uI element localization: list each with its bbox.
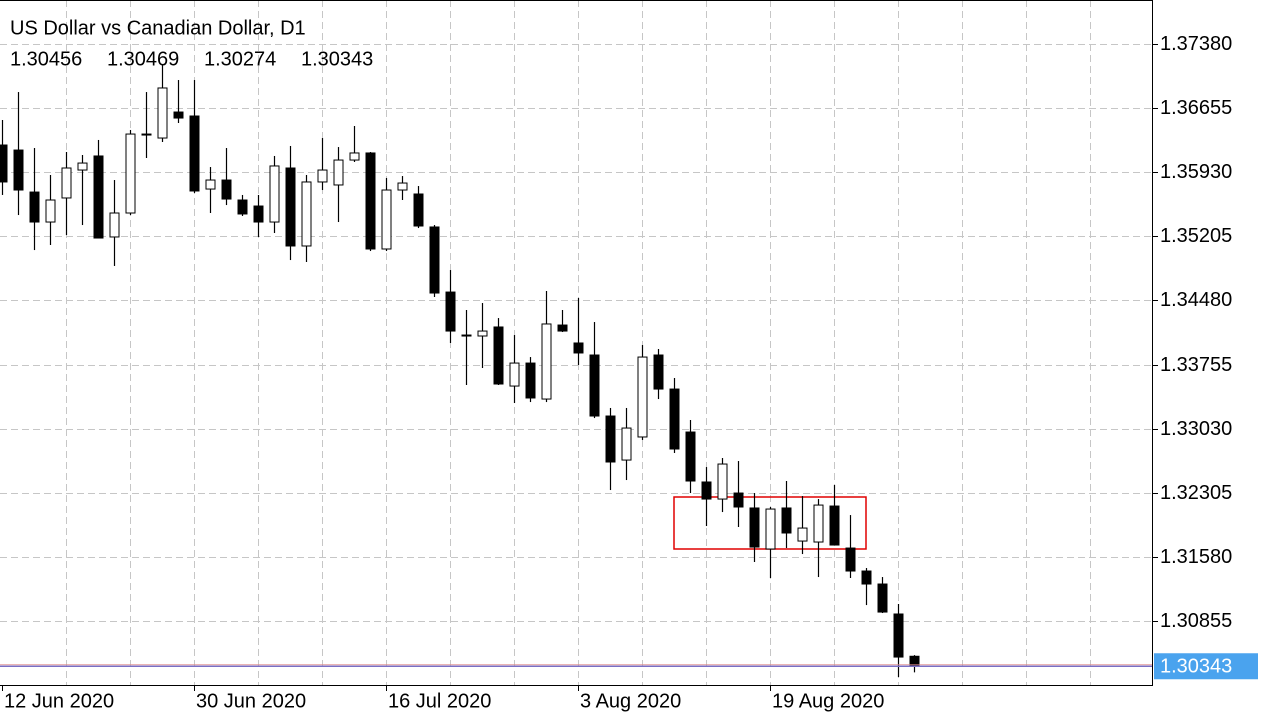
x-tick-label: 3 Aug 2020 — [580, 690, 681, 712]
candle-body — [557, 324, 568, 332]
candle-body — [717, 463, 728, 500]
candle-body — [157, 87, 168, 139]
price-label: 1.30343 — [1160, 656, 1232, 678]
candle-body — [0, 144, 8, 183]
candle-body — [733, 492, 744, 508]
candle-body — [813, 504, 824, 543]
candle-body — [29, 191, 40, 223]
candle-body — [125, 133, 136, 214]
candle-body — [221, 179, 232, 200]
candle-body — [253, 205, 264, 223]
candle-body — [269, 165, 280, 223]
x-tick-label: 19 Aug 2020 — [772, 690, 884, 712]
candle-body — [141, 133, 152, 136]
y-tick-label: 1.34480 — [1160, 289, 1232, 311]
y-tick-label: 1.37380 — [1160, 33, 1232, 55]
candle-body — [637, 356, 648, 438]
candle-body — [45, 199, 56, 223]
candle-body — [477, 330, 488, 337]
candle-body — [77, 162, 88, 171]
candle-body — [541, 323, 552, 400]
candle-body — [525, 362, 536, 399]
candle-body — [493, 326, 504, 385]
y-tick-label: 1.35930 — [1160, 161, 1232, 183]
candle-body — [877, 583, 888, 613]
candle-body — [765, 508, 776, 550]
low-readout: 1.30274 — [204, 48, 276, 70]
y-tick-label: 1.33030 — [1160, 418, 1232, 440]
candle-body — [461, 334, 472, 337]
candle-body — [237, 199, 248, 215]
y-tick-label: 1.33755 — [1160, 354, 1232, 376]
candle-body — [13, 149, 24, 191]
x-tick-label: 16 Jul 2020 — [388, 690, 491, 712]
y-tick-label: 1.36655 — [1160, 97, 1232, 119]
y-tick-label: 1.32305 — [1160, 482, 1232, 504]
candle-body — [589, 354, 600, 417]
candle-body — [301, 181, 312, 247]
candle-body — [685, 431, 696, 482]
candle-body — [653, 354, 664, 390]
candle-body — [317, 169, 328, 183]
candle-body — [893, 613, 904, 658]
candle-body — [413, 193, 424, 227]
y-tick-label: 1.31580 — [1160, 546, 1232, 568]
candle-body — [189, 115, 200, 192]
chart-title: US Dollar vs Canadian Dollar, D1 — [10, 17, 306, 39]
candle-body — [669, 388, 680, 450]
close-readout: 1.30343 — [301, 48, 373, 70]
candle-body — [845, 547, 856, 572]
candle-body — [701, 481, 712, 500]
y-tick-label: 1.35205 — [1160, 225, 1232, 247]
candle-body — [509, 362, 520, 387]
candle-body — [61, 167, 72, 199]
candle-body — [605, 415, 616, 463]
candle-body — [205, 179, 216, 190]
candle-body — [93, 155, 104, 239]
candle-body — [173, 111, 184, 119]
candle-body — [861, 570, 872, 585]
candle-body — [445, 291, 456, 332]
high-readout: 1.30469 — [107, 48, 179, 70]
candle-body — [621, 427, 632, 461]
ohlc-readout: 1.30456 1.30469 1.30274 1.30343 — [10, 48, 373, 70]
y-tick-label: 1.30855 — [1160, 610, 1232, 632]
candle-body — [429, 226, 440, 294]
candle-body — [829, 505, 840, 546]
candle-body — [749, 507, 760, 548]
candle-body — [285, 167, 296, 247]
candle-body — [397, 182, 408, 191]
candle-body — [349, 152, 360, 161]
x-tick-label: 30 Jun 2020 — [196, 690, 306, 712]
open-readout: 1.30456 — [10, 48, 82, 70]
x-tick-label: 12 Jun 2020 — [4, 690, 114, 712]
candle-body — [381, 189, 392, 250]
candle-body — [797, 527, 808, 542]
candle-body — [365, 152, 376, 250]
candle-body — [333, 159, 344, 186]
candle-body — [781, 507, 792, 534]
price-label-box — [1154, 653, 1258, 680]
candle-body — [109, 212, 120, 238]
candle-body — [573, 342, 584, 354]
